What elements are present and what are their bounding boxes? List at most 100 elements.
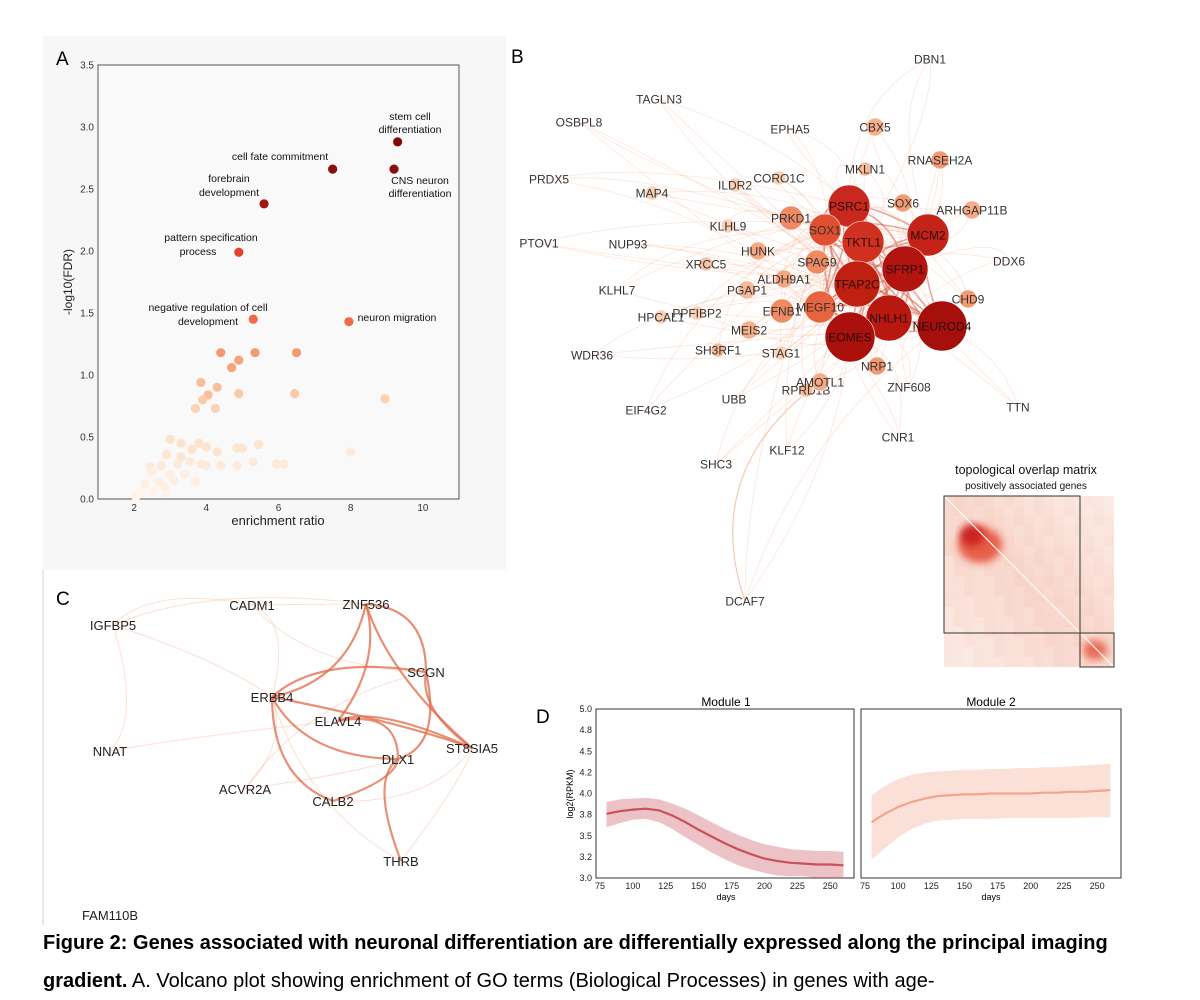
volcano-ytick: 1.0 xyxy=(80,371,94,382)
tom-cell xyxy=(1024,586,1034,597)
network-c-node-label: CADM1 xyxy=(229,598,275,613)
tom-cell xyxy=(1044,516,1054,527)
tom-cell xyxy=(1014,586,1024,597)
tom-cell xyxy=(994,646,1004,657)
network-node-label: WDR36 xyxy=(571,349,613,363)
volcano-plot: 2 4 6 8 10 0.0 0.5 1.0 1.5 2.0 2.5 3.0 3.5 stem cell… xyxy=(61,61,460,528)
tom-cell xyxy=(954,646,964,657)
network-node-label: EOMES xyxy=(828,331,871,345)
tom-cell xyxy=(954,566,964,577)
module-2-xlabel: days xyxy=(981,892,1001,902)
network-node xyxy=(720,218,736,234)
tom-cell xyxy=(1034,656,1044,668)
network-node-label: STAG1 xyxy=(762,347,801,361)
tom-cell xyxy=(1014,546,1024,557)
network-node xyxy=(737,280,757,300)
tom-cell xyxy=(1004,616,1014,627)
tom-cell xyxy=(1034,546,1044,557)
tom-cell xyxy=(994,576,1004,587)
volcano-point xyxy=(234,247,244,257)
volcano-point xyxy=(291,348,302,358)
tom-cell xyxy=(994,496,1004,507)
tom-cell xyxy=(954,636,964,647)
volcano-point xyxy=(140,479,150,489)
volcano-point xyxy=(259,199,269,209)
coexpression-network-c: IGFBP5 CADM1 ZNF536 SCGN ERBB4 ELAVL4 NNAT ST8S… xyxy=(82,597,498,923)
tom-cell xyxy=(974,566,984,577)
network-edge xyxy=(244,696,278,790)
network-edge xyxy=(548,178,821,308)
tom-cell xyxy=(994,616,1004,627)
tom-cell xyxy=(974,496,984,507)
tom-cell xyxy=(954,516,964,527)
tom-cell xyxy=(1014,556,1024,567)
network-node xyxy=(881,245,929,293)
network-node-label: CNR1 xyxy=(882,431,915,445)
tom-cell xyxy=(1104,496,1114,507)
network-edge xyxy=(271,696,402,862)
module-2-trajectory-plot: Module 2 75 100 125 150 175 200 225 250 days xyxy=(860,695,1122,902)
tom-cell xyxy=(1074,536,1084,547)
tom-cell xyxy=(1094,606,1104,617)
network-edge xyxy=(696,229,826,314)
trajectory-xtick: 100 xyxy=(625,881,640,891)
volcano-point-label: forebrain xyxy=(208,173,250,185)
network-edge xyxy=(251,604,427,673)
network-node xyxy=(739,320,759,340)
network-edge xyxy=(734,184,858,285)
tom-cell xyxy=(994,656,1004,668)
tom-cell xyxy=(1034,526,1044,537)
network-node-label: TTN xyxy=(1006,401,1029,415)
network-node-label: XRCC5 xyxy=(686,258,727,272)
tom-cell xyxy=(1104,606,1114,617)
tom-cell xyxy=(1104,546,1114,557)
confidence-band xyxy=(606,797,844,879)
tom-cell xyxy=(944,586,954,597)
volcano-point-label: development xyxy=(199,187,259,199)
trajectory-xtick: 150 xyxy=(957,881,972,891)
trajectory-xtick: 225 xyxy=(790,881,805,891)
tom-cell xyxy=(1014,576,1024,587)
tom-cell xyxy=(1024,656,1034,668)
network-edge xyxy=(616,205,850,291)
volcano-point-label: CNS neuron xyxy=(391,175,449,187)
tom-cell xyxy=(1024,646,1034,657)
network-edge xyxy=(400,747,473,862)
tom-cell xyxy=(1104,596,1114,607)
network-edge xyxy=(789,128,829,308)
tom-cell xyxy=(1074,616,1084,627)
volcano-point xyxy=(212,447,222,457)
tom-cell xyxy=(1094,506,1104,517)
tom-cell xyxy=(964,596,974,607)
trajectory-ytick: 3.8 xyxy=(579,810,592,820)
network-edge xyxy=(616,289,821,318)
volcano-point-label: differentiation xyxy=(379,124,442,136)
tom-cell xyxy=(994,596,1004,607)
volcano-point xyxy=(226,362,237,373)
trajectory-xtick: 250 xyxy=(1090,881,1105,891)
tom-cell xyxy=(954,606,964,617)
network-edge xyxy=(538,242,858,285)
network-node-label: SFRP1 xyxy=(886,263,925,277)
network-edge xyxy=(744,229,826,602)
tom-cell xyxy=(944,536,954,547)
volcano-xtick: 4 xyxy=(204,503,210,514)
network-node xyxy=(798,382,814,398)
tom-cell xyxy=(1034,626,1044,637)
volcano-point xyxy=(279,459,289,469)
trajectory-ytick: 5.0 xyxy=(579,704,592,714)
network-edge xyxy=(337,715,473,750)
tom-cell xyxy=(1094,596,1104,607)
tom-cell xyxy=(1104,576,1114,587)
network-edge xyxy=(244,671,427,790)
tom-cell xyxy=(1084,516,1094,527)
network-edge xyxy=(732,381,821,602)
network-node-label: EFNB1 xyxy=(763,305,802,319)
tom-cell xyxy=(1084,546,1094,557)
volcano-point xyxy=(210,403,220,414)
network-edge xyxy=(337,603,372,722)
tom-cell xyxy=(1084,576,1094,587)
volcano-ytick: 3.5 xyxy=(80,61,94,72)
tom-cell xyxy=(1004,526,1014,537)
volcano-point xyxy=(198,395,208,405)
